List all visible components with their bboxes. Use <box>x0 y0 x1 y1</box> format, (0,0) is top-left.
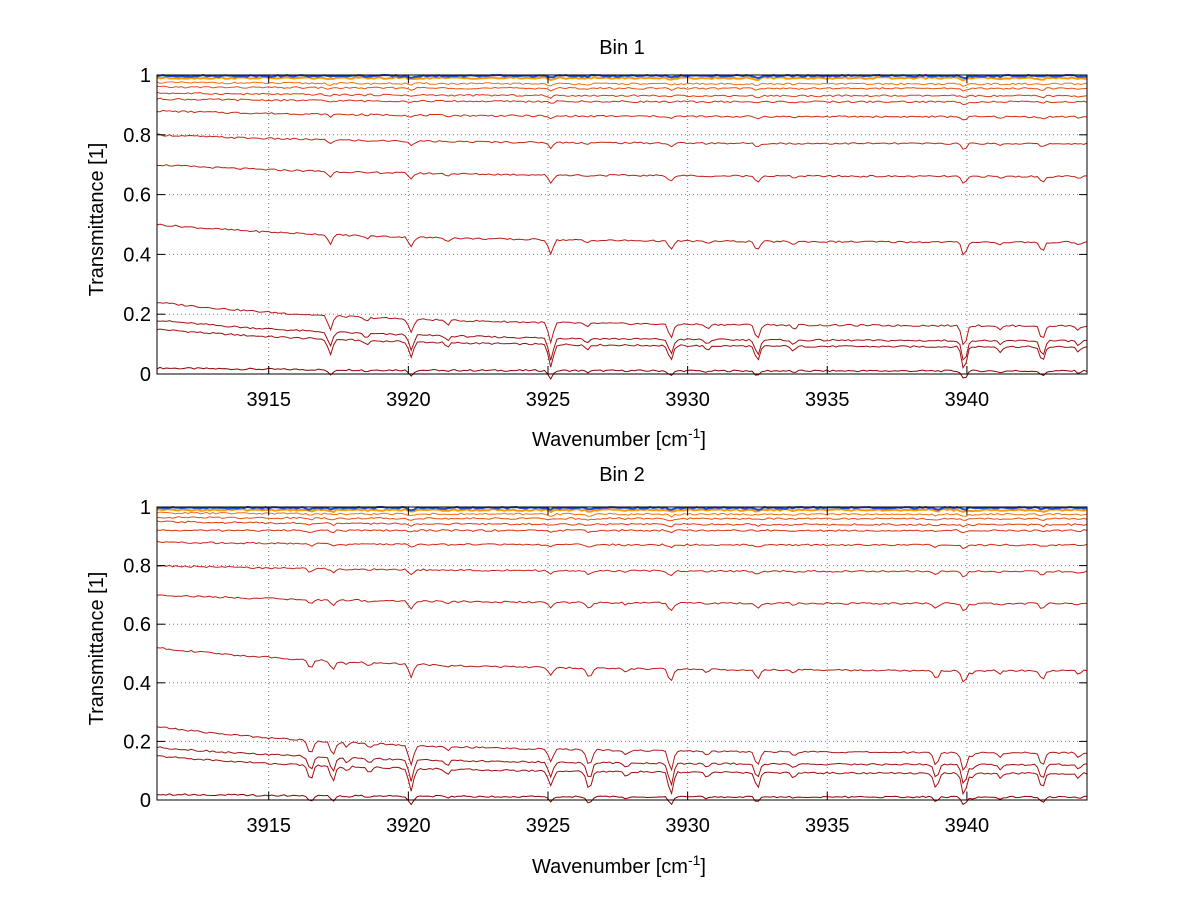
x-tick-label: 3930 <box>665 389 710 411</box>
series-line-curve-2 <box>156 328 1088 370</box>
y-tick-label: 0.2 <box>123 304 151 326</box>
series-line-curve-12 <box>156 511 1088 518</box>
y-tick-label: 0 <box>140 364 151 386</box>
series-line-curve-4 <box>157 302 1088 346</box>
series-line-curve-13 <box>156 76 1088 82</box>
x-axis-label: Wavenumber [cm-1] <box>532 852 706 878</box>
y-tick-label: 0.8 <box>123 556 151 578</box>
series-line-curve-14 <box>157 505 1088 512</box>
series-line-curve-3 <box>156 320 1088 361</box>
series-line-curve-12 <box>156 81 1088 87</box>
y-axis-label: Transmittance [1] <box>86 143 108 297</box>
series-line-curve-1 <box>156 366 1088 380</box>
x-tick-label: 3915 <box>246 389 291 411</box>
x-tick-label: 3940 <box>945 815 990 837</box>
series-line-curve-11 <box>157 85 1088 92</box>
series-line-curve-10 <box>156 520 1088 528</box>
series-line-curve-9 <box>156 97 1088 106</box>
series-line-curve-11 <box>157 516 1088 522</box>
series-line-curve-2 <box>156 755 1088 796</box>
series-line-curve-5 <box>156 647 1088 683</box>
y-tick-label: 0.2 <box>123 731 151 753</box>
y-axis-label: Transmittance [1] <box>86 572 108 726</box>
chart-title: Bin 2 <box>599 464 645 486</box>
y-tick-label: 0.6 <box>123 614 151 636</box>
series-line-curve-9 <box>156 529 1088 534</box>
x-tick-label: 3930 <box>665 815 710 837</box>
series-line-curve-1 <box>156 793 1087 806</box>
x-axis-label: Wavenumber [cm-1] <box>532 425 706 451</box>
series-line-curve-10 <box>156 91 1088 99</box>
series-line-curve-6 <box>157 164 1088 185</box>
series-line-curve-13 <box>156 508 1088 514</box>
y-tick-label: 0.6 <box>123 185 151 207</box>
y-tick-label: 0.8 <box>123 125 151 147</box>
series-line-curve-7 <box>156 133 1088 150</box>
chart-panel-2: 3915 3920 3925 3930 3935 3940 0 0.2 0.4 0.6 0.8 1 Bi… <box>86 464 1088 878</box>
y-tick-label: 0 <box>140 790 151 812</box>
chart-title: Bin 1 <box>599 37 645 59</box>
x-tick-label: 3935 <box>805 815 850 837</box>
series-line-curve-4 <box>156 726 1088 772</box>
y-tick-label: 0.4 <box>123 244 151 266</box>
x-tick-label: 3920 <box>386 389 431 411</box>
y-tick-label: 1 <box>140 65 151 87</box>
series-line-curve-8 <box>156 540 1088 550</box>
x-tick-label: 3920 <box>386 815 431 837</box>
series-line-curve-7 <box>156 564 1088 578</box>
series-line-curve-3 <box>156 746 1088 787</box>
series-line-curve-5 <box>156 223 1088 256</box>
axes-box <box>156 506 1088 801</box>
series-line-curve-6 <box>156 594 1087 612</box>
x-tick-label: 3925 <box>526 389 571 411</box>
axes-box <box>156 74 1088 375</box>
series-line-curve-8 <box>156 109 1088 121</box>
y-tick-label: 1 <box>140 497 151 519</box>
x-tick-label: 3915 <box>246 815 291 837</box>
plot-area <box>157 75 1087 374</box>
y-tick-label: 0.4 <box>123 673 151 695</box>
x-tick-label: 3935 <box>805 389 850 411</box>
x-tick-label: 3925 <box>526 815 571 837</box>
series-line-curve-14 <box>156 73 1088 80</box>
x-tick-label: 3940 <box>945 389 990 411</box>
chart-panel-1: 3915 3920 3925 3930 3935 3940 0 0.2 0.4 0.6 0.8 1 Bi… <box>86 37 1088 451</box>
